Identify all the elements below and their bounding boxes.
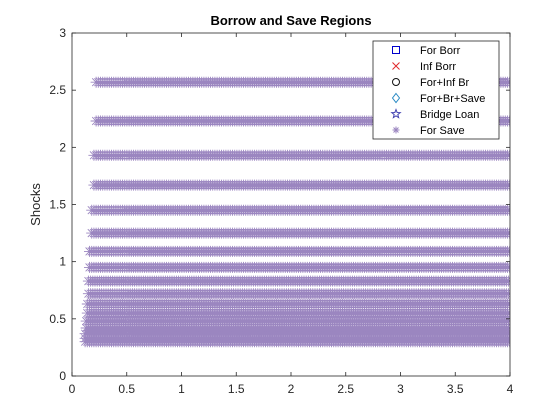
data-point-row xyxy=(84,245,510,257)
y-tick-label: 2 xyxy=(59,140,66,154)
data-point-row xyxy=(86,227,510,239)
y-tick-label: 1.5 xyxy=(49,198,66,212)
data-point-row xyxy=(81,298,510,310)
x-tick-label: 3.5 xyxy=(447,382,464,396)
chart-title: Borrow and Save Regions xyxy=(210,13,371,28)
legend-label: Inf Borr xyxy=(420,61,456,73)
x-tick-label: 0.5 xyxy=(118,382,135,396)
tick-layer: 0 0.5 1 1.5 2 2.5 3 3.5 4 0 0.5 1 1.5 2 2.5 3 xyxy=(49,26,513,396)
legend: For Borr Inf Borr For+Inf Br For+Br+Save Bri… xyxy=(372,40,500,140)
data-point-row xyxy=(88,149,510,161)
data-point-row xyxy=(82,275,510,287)
legend-label: Bridge Loan xyxy=(420,109,479,121)
legend-marker-pentagram xyxy=(390,108,402,119)
x-tick-label: 1.5 xyxy=(228,382,245,396)
data-point-row xyxy=(80,322,510,334)
legend-marker-diamond xyxy=(391,92,401,104)
x-tick-label: 3 xyxy=(397,382,404,396)
y-axis-label: Shocks xyxy=(28,183,43,226)
legend-marker-square xyxy=(392,46,400,54)
y-tick-label: 0.5 xyxy=(49,312,66,326)
y-tick-label: 3 xyxy=(59,26,66,40)
x-tick-label: 4 xyxy=(507,382,514,396)
data-point-row xyxy=(80,315,510,327)
data-point-row xyxy=(81,307,510,319)
legend-label: For Save xyxy=(420,125,465,137)
legend-marker-x xyxy=(392,62,400,70)
y-tick-label: 1 xyxy=(59,255,66,269)
x-tick-label: 2.5 xyxy=(337,382,354,396)
y-tick-label: 2.5 xyxy=(49,83,66,97)
data-point-row xyxy=(84,261,510,273)
legend-label: For Borr xyxy=(420,45,461,57)
x-tick-label: 0 xyxy=(69,382,76,396)
data-point-row xyxy=(86,204,510,216)
legend-marker-circle xyxy=(392,78,400,86)
legend-marker-asterisk xyxy=(392,126,400,134)
x-tick-label: 1 xyxy=(178,382,185,396)
data-point-row xyxy=(82,288,510,300)
data-point-row xyxy=(79,336,510,348)
legend-box xyxy=(372,40,500,140)
x-tick-label: 2 xyxy=(288,382,295,396)
legend-label: For+Inf Br xyxy=(420,77,470,89)
data-point-row xyxy=(88,179,510,191)
y-tick-label: 0 xyxy=(59,369,66,383)
legend-label: For+Br+Save xyxy=(420,93,485,105)
